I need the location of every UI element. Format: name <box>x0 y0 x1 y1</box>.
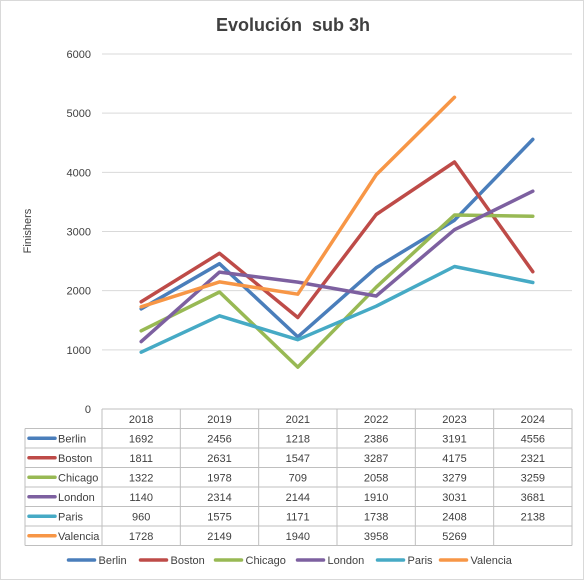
table-cell-value: 2386 <box>364 433 388 445</box>
table-cell-value: 2631 <box>207 453 231 465</box>
chart-title: Evolución sub 3h <box>216 15 370 35</box>
table-cell-value: 1728 <box>129 531 153 543</box>
legend-label-london: London <box>328 555 365 567</box>
legend: Berlin Boston Chicago London Paris Valencia <box>66 555 513 567</box>
table-series-label: Valencia <box>58 531 100 543</box>
legend-label-paris: Paris <box>408 555 434 567</box>
table-cell-value: 2144 <box>286 492 310 504</box>
table-cell-value: 1978 <box>207 472 231 484</box>
table-cell-value: 709 <box>289 472 307 484</box>
table-cell-value: 4175 <box>442 453 466 465</box>
table-series-label: Paris <box>58 511 84 523</box>
table-cell-value: 1575 <box>207 511 231 523</box>
y-tick-label: 2000 <box>67 286 91 298</box>
table-cell-value: 3958 <box>364 531 388 543</box>
gridlines <box>102 53 572 351</box>
table-cell-value: 3259 <box>521 472 545 484</box>
x-tick-label: 2022 <box>364 414 388 426</box>
legend-label-berlin: Berlin <box>99 555 127 567</box>
data-table: 2018 2019 2021 2022 2023 2024 Berlin 1692 2456 12… <box>24 408 573 546</box>
series-lines <box>139 95 535 369</box>
y-tick-label: 5000 <box>67 108 91 120</box>
legend-label-valencia: Valencia <box>471 555 513 567</box>
table-cell-value: 3031 <box>442 492 466 504</box>
table-cell-value: 1811 <box>129 453 153 465</box>
series-line-paris <box>139 264 535 354</box>
table-cell-value: 2138 <box>521 511 545 523</box>
y-axis-label: Finishers <box>22 208 34 253</box>
x-tick-label: 2024 <box>521 414 545 426</box>
table-cell-value: 5269 <box>442 531 466 543</box>
legend-label-chicago: Chicago <box>246 555 286 567</box>
table-cell-value: 2149 <box>207 531 231 543</box>
table-cell-value: 1738 <box>364 511 388 523</box>
table-series-label: Berlin <box>58 433 86 445</box>
series-line-london <box>139 189 535 344</box>
table-cell-value: 3191 <box>442 433 466 445</box>
series-line-valencia <box>139 95 457 309</box>
x-tick-label: 2019 <box>207 414 231 426</box>
y-tick-label: 4000 <box>67 167 91 179</box>
series-line-chicago <box>139 213 535 369</box>
table-cell-value: 1692 <box>129 433 153 445</box>
series-line-boston <box>139 160 535 320</box>
table-series-label: Chicago <box>58 472 98 484</box>
table-cell-value: 2456 <box>207 433 231 445</box>
table-cell-value: 3681 <box>521 492 545 504</box>
y-tick-label: 6000 <box>67 49 91 61</box>
table-cell-value: 1910 <box>364 492 388 504</box>
y-tick-label: 0 <box>85 404 91 416</box>
table-cell-value: 3279 <box>442 472 466 484</box>
legend-label-boston: Boston <box>171 555 205 567</box>
table-cell-value: 1171 <box>286 511 310 523</box>
table-cell-value: 2058 <box>364 472 388 484</box>
x-tick-label: 2023 <box>442 414 466 426</box>
table-series-label: London <box>58 492 95 504</box>
x-tick-label: 2021 <box>286 414 310 426</box>
y-tick-label: 3000 <box>67 227 91 239</box>
table-cell-value: 2321 <box>521 453 545 465</box>
y-axis-ticks: 0 1000 2000 3000 4000 5000 6000 <box>67 49 91 416</box>
table-cell-value: 2408 <box>442 511 466 523</box>
table-cell-value: 3287 <box>364 453 388 465</box>
series-line-berlin <box>139 137 535 339</box>
table-series-label: Boston <box>58 453 92 465</box>
table-cell-value: 960 <box>132 511 150 523</box>
x-tick-label: 2018 <box>129 414 153 426</box>
y-tick-label: 1000 <box>67 345 91 357</box>
table-cell-value: 1140 <box>129 492 153 504</box>
table-cell-value: 1547 <box>286 453 310 465</box>
table-cell-value: 1322 <box>129 472 153 484</box>
table-cell-value: 1218 <box>286 433 310 445</box>
table-cell-value: 4556 <box>521 433 545 445</box>
table-cell-value: 2314 <box>207 492 231 504</box>
table-cell-value: 1940 <box>286 531 310 543</box>
